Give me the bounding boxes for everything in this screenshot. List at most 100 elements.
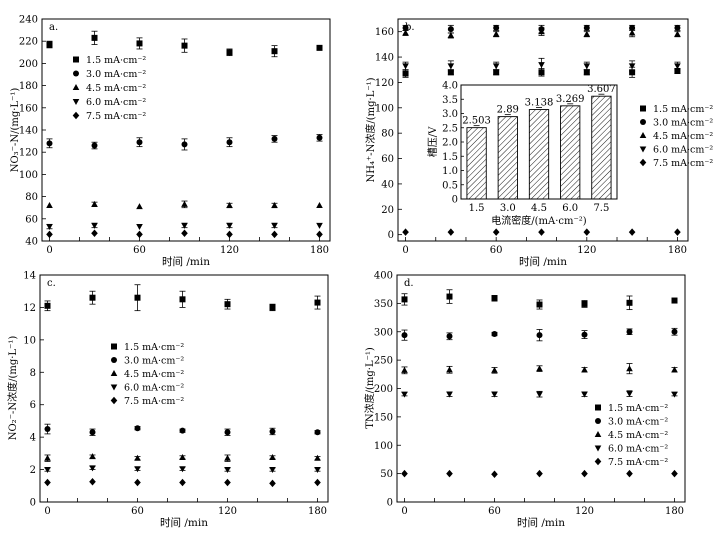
legend-label: 6.0 mA·cm⁻² [124,383,184,394]
data-point [446,366,453,373]
legend-marker [595,418,601,424]
data-point [493,69,500,76]
data-point [583,63,591,70]
y-tick-label: 100 [375,103,394,114]
legend-label: 3.0 mA·cm⁻² [86,69,146,80]
inset-value-label: 3.138 [525,98,554,109]
y-axis-label: NO₂⁻-N浓度/(mg·L⁻¹) [6,336,19,441]
data-point [181,141,188,148]
data-point [583,24,590,31]
series-3 [46,200,323,210]
y-tick-label: 150 [374,412,393,423]
panel-label: d. [404,278,414,289]
y-axis-label: NO₃⁻-N/(mg·L⁻¹) [10,88,21,173]
y-tick-label: 14 [23,271,36,282]
data-point [671,297,678,304]
data-point [402,63,409,70]
y-tick-label: 50 [380,469,393,480]
y-tick-label: 2 [30,465,36,476]
series-4 [402,57,681,72]
legend-label: 4.5 mA·cm⁻² [124,369,184,380]
legend-marker [639,158,647,167]
y-tick-label: 140 [375,53,394,64]
inset-bar [497,116,518,200]
y-tick-label: 400 [374,271,393,282]
data-point [671,366,678,373]
data-point [224,454,231,461]
y-tick-label: 0 [30,498,36,509]
data-point [538,62,545,69]
data-point [89,465,96,472]
y-tick-label: 20 [381,205,394,216]
y-tick-label: 8 [30,368,36,379]
legend-label: 6.0 mA·cm⁻² [653,145,713,156]
inset-bar [528,109,550,200]
data-point [581,331,588,338]
data-point [46,224,53,231]
data-point [674,68,681,75]
data-point [314,454,321,461]
series-4 [401,390,678,398]
data-point [583,30,591,37]
data-point [89,429,96,436]
legend-marker [640,105,646,112]
data-point [402,70,409,77]
x-axis-label: 时间 /min [519,255,567,268]
inset-y-tick-label: 0.5 [442,180,458,191]
data-point [674,228,681,236]
data-point [674,63,681,70]
data-point [674,30,681,37]
y-tick-label: 160 [375,27,394,38]
data-point [314,478,321,487]
chart-panel-4: d. 0 60 120 180 0 50 100 150 200 250 300 350 400 时间 /m… [363,271,686,529]
y-tick-label: 200 [19,59,38,70]
data-point [626,391,633,398]
y-tick-label: 6 [30,400,36,411]
data-point [446,469,453,478]
data-point [401,332,408,339]
series-1 [44,284,321,312]
legend-marker [111,357,117,363]
inset-bar-chart: 0 0.5 1.0 1.5 2.0 2.5 3.0 3.5 4.0 2.503 1.5 2.89 3.0… [420,78,625,228]
data-point [402,24,409,31]
inset-y-axis-label: 槽压/V [426,126,439,157]
data-point [536,365,543,372]
y-tick-label: 160 [19,103,38,114]
legend-label: 7.5 mA·cm⁻² [124,396,184,407]
data-point [224,478,231,487]
inset-y-tick-label: 3.5 [442,95,458,106]
data-point [674,24,681,31]
legend-marker [73,70,79,77]
x-tick-label: 180 [310,245,329,256]
data-point [179,427,186,434]
inset-value-label: 3.607 [587,84,616,95]
y-tick-label: 200 [374,384,393,395]
data-point [44,454,51,461]
legend-label: 3.0 mA·cm⁻² [653,118,713,129]
y-tick-label: 10 [23,335,36,346]
data-point [447,63,455,70]
data-point [314,299,321,306]
inset-y-tick-label: 2.0 [442,138,458,149]
panel-label: c. [47,278,56,289]
data-point [44,426,51,433]
x-tick-label: 180 [665,506,684,517]
inset-x-tick-label: 7.5 [593,203,609,214]
series-5 [401,469,678,478]
y-tick-label: 140 [19,126,38,137]
legend-label: 7.5 mA·cm⁻² [86,111,146,122]
data-point [89,294,96,301]
data-point [226,222,233,229]
y-axis-label: TN浓度/(mg·L⁻¹) [363,347,376,429]
legend-marker [110,370,118,377]
series-3 [44,453,321,462]
legend-marker [110,384,118,391]
data-point [226,139,233,146]
x-tick-label: 180 [668,245,687,256]
y-tick-label: 240 [19,15,38,26]
legend-label: 3.0 mA·cm⁻² [124,356,184,367]
inset-x-tick-label: 4.5 [531,203,547,214]
legend-label: 1.5 mA·cm⁻² [124,342,184,353]
legend-label: 6.0 mA·cm⁻² [608,444,668,455]
data-point [179,466,186,473]
